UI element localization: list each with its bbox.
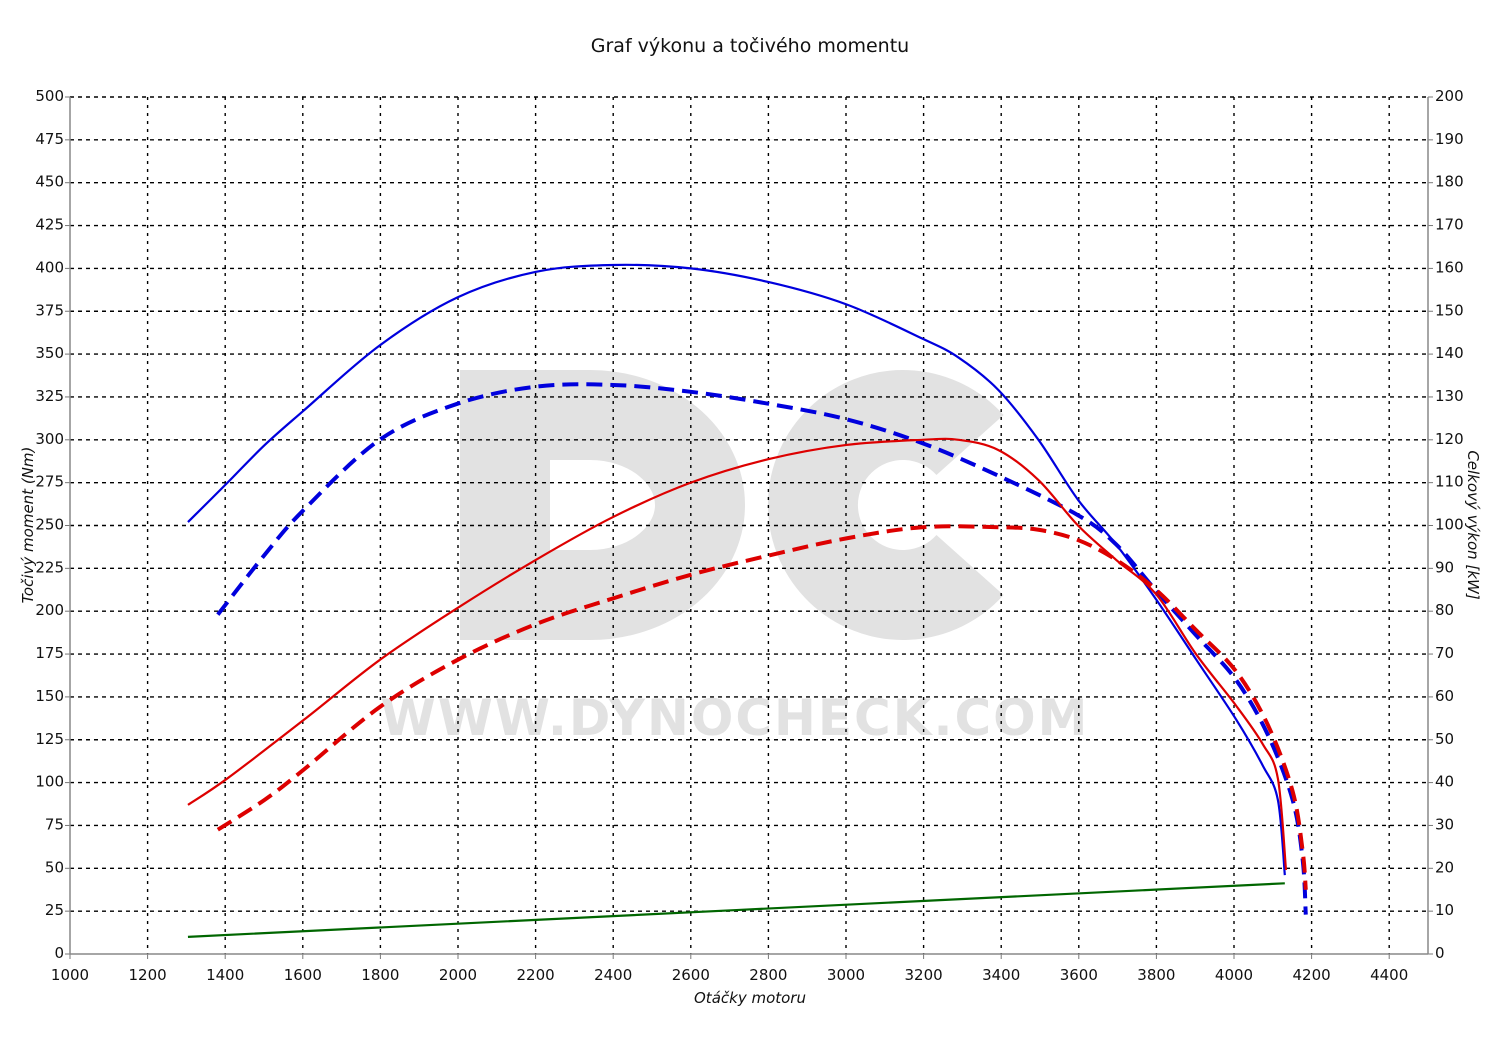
x-tick-label: 3200 <box>905 966 943 984</box>
y-tick-label: 450 <box>35 173 64 191</box>
watermark-url: WWW.DYNOCHECK.COM <box>381 689 1090 747</box>
y-tick-label: 375 <box>35 301 64 319</box>
y-tick-label: 75 <box>45 815 64 833</box>
y2-tick-label: 140 <box>1435 344 1464 362</box>
x-tick-label: 2000 <box>439 966 477 984</box>
x-tick-label: 3800 <box>1137 966 1175 984</box>
y-tick-label: 200 <box>35 601 64 619</box>
x-tick-label: 2200 <box>517 966 555 984</box>
series-loss-power <box>187 882 1285 938</box>
y2-tick-label: 20 <box>1435 858 1454 876</box>
y2-tick-label: 60 <box>1435 687 1454 705</box>
y-tick-label: 425 <box>35 216 64 234</box>
x-tick-label: 4400 <box>1370 966 1408 984</box>
y2-tick-label: 0 <box>1435 944 1445 962</box>
y2-axis-label: Celkový výkon [kW] <box>1464 450 1482 600</box>
y-tick-label: 300 <box>35 430 64 448</box>
axes: 0255075100125150175200225250275300325350… <box>35 87 1463 984</box>
x-tick-label: 4200 <box>1293 966 1331 984</box>
y-tick-label: 500 <box>35 87 64 105</box>
y2-tick-label: 80 <box>1435 601 1454 619</box>
y-tick-label: 475 <box>35 130 64 148</box>
x-tick-label: 2800 <box>749 966 787 984</box>
y2-tick-label: 70 <box>1435 644 1454 662</box>
x-tick-label: 1200 <box>129 966 167 984</box>
x-axis-label: Otáčky motoru <box>694 989 806 1007</box>
y-tick-label: 150 <box>35 687 64 705</box>
y-tick-label: 350 <box>35 344 64 362</box>
watermark-logo-c-shape <box>768 370 1004 640</box>
y2-tick-label: 90 <box>1435 558 1454 576</box>
chart-title: Graf výkonu a točivého momentu <box>591 35 909 57</box>
x-tick-label: 1400 <box>206 966 244 984</box>
y2-tick-label: 200 <box>1435 87 1464 105</box>
y2-tick-label: 120 <box>1435 430 1464 448</box>
series-power-tuned <box>187 437 1288 871</box>
y-tick-label: 125 <box>35 730 64 748</box>
x-tick-label: 1800 <box>361 966 399 984</box>
y2-tick-label: 100 <box>1435 516 1464 534</box>
y-tick-label: 50 <box>45 858 64 876</box>
y-tick-label: 175 <box>35 644 64 662</box>
y2-tick-label: 170 <box>1435 216 1464 234</box>
y-tick-label: 100 <box>35 773 64 791</box>
x-tick-label: 1600 <box>284 966 322 984</box>
watermark: WWW.DYNOCHECK.COM <box>381 370 1090 747</box>
y2-tick-label: 110 <box>1435 473 1464 491</box>
y2-tick-label: 30 <box>1435 815 1454 833</box>
y-tick-label: 25 <box>45 901 64 919</box>
y2-tick-label: 130 <box>1435 387 1464 405</box>
x-tick-label: 1000 <box>51 966 89 984</box>
series-torque-tuned <box>187 263 1286 876</box>
x-tick-label: 3400 <box>982 966 1020 984</box>
x-tick-label: 3600 <box>1060 966 1098 984</box>
watermark-logo-d-shape <box>460 370 746 640</box>
y-tick-label: 400 <box>35 258 64 276</box>
y2-tick-label: 10 <box>1435 901 1454 919</box>
y2-tick-label: 190 <box>1435 130 1464 148</box>
y2-tick-label: 160 <box>1435 258 1464 276</box>
watermark-logo <box>460 370 1004 640</box>
y-tick-label: 225 <box>35 558 64 576</box>
y-tick-label: 325 <box>35 387 64 405</box>
grid <box>70 96 1428 954</box>
x-tick-label: 2400 <box>594 966 632 984</box>
y2-tick-label: 180 <box>1435 173 1464 191</box>
x-tick-label: 4000 <box>1215 966 1253 984</box>
series-lines <box>187 263 1308 938</box>
x-tick-label: 2600 <box>672 966 710 984</box>
y2-tick-label: 40 <box>1435 773 1454 791</box>
y-tick-label: 275 <box>35 473 64 491</box>
y-tick-label: 250 <box>35 516 64 534</box>
y-axis-label: Točivý moment (Nm) <box>19 447 37 604</box>
series-power-stock <box>216 524 1308 890</box>
x-tick-label: 3000 <box>827 966 865 984</box>
y2-tick-label: 50 <box>1435 730 1454 748</box>
y-tick-label: 0 <box>54 944 64 962</box>
y2-tick-label: 150 <box>1435 301 1464 319</box>
series-torque-stock <box>216 382 1308 915</box>
